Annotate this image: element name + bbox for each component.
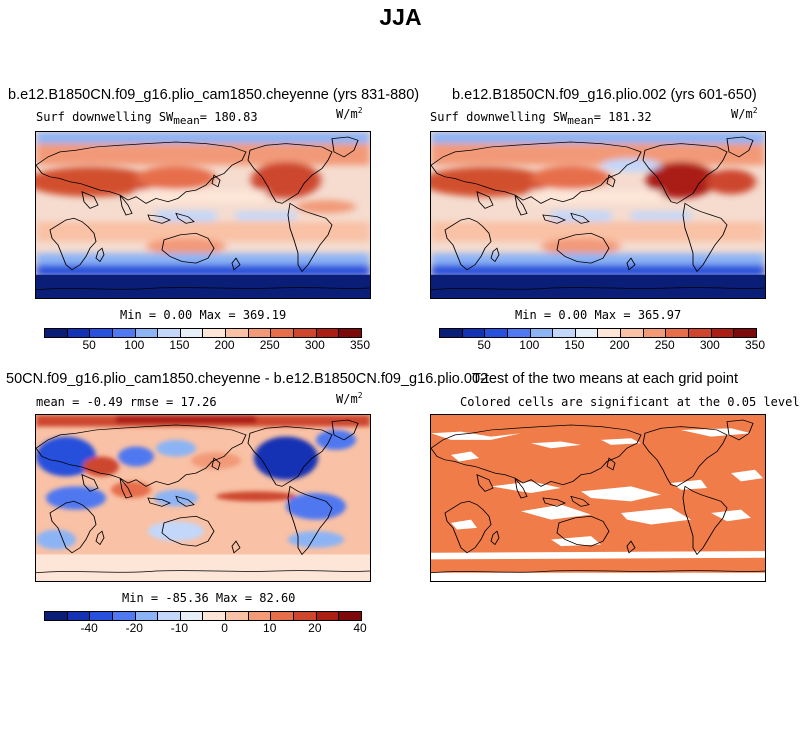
bottom-left-stats: mean = -0.49 rmse = 17.26 [36,395,217,409]
bottom-left-colorbar-swatch [112,612,136,620]
top-right-colorbar-swatch [530,329,554,337]
bottom-left-colorbar-tick-label: 10 [263,621,277,635]
bottom-left-colorbar-swatch [226,612,249,620]
top-right-colorbar-tick-label: 300 [699,338,720,352]
bottom-left-colorbar-swatch [339,612,361,620]
top-right-colorbar-swatch [507,329,531,337]
bottom-left-colorbar-ticks: -40 -20 -10 0 10 20 40 [44,621,366,637]
bottom-left-colorbar-swatch [67,612,91,620]
bottom-left-minmax: Min = -85.36 Max = 82.60 [122,591,296,605]
top-left-colorbar-tick-label: 150 [169,338,190,352]
top-left-colorbar-tick-label: 50 [82,338,96,352]
bottom-left-colorbar-swatch [203,612,227,620]
top-left-colorbar-tick-label: 200 [214,338,235,352]
top-left-colorbar-tick-label: 350 [349,338,371,352]
top-left-colorbar [44,328,362,338]
top-right-colorbar-swatch [485,329,508,337]
top-right-colorbar-swatch [643,329,667,337]
top-right-colorbar [439,328,757,338]
bottom-left-map [35,414,371,582]
top-left-minmax: Min = 0.00 Max = 369.19 [120,308,287,322]
top-left-map [35,131,371,299]
bottom-right-subtitle: Colored cells are significant at the 0.0… [460,395,800,409]
top-right-colorbar-swatch [598,329,622,337]
bottom-left-colorbar-swatch [135,612,159,620]
top-left-colorbar-tick-label: 300 [304,338,325,352]
top-right-field-label: Surf downwelling SWmean= 181.32 [430,110,652,127]
top-left-colorbar-tick-label: 100 [124,338,145,352]
top-left-colorbar-swatch [45,329,68,337]
top-left-colorbar-swatch [180,329,204,337]
top-right-colorbar-swatch [553,329,576,337]
top-left-colorbar-swatch [90,329,113,337]
top-right-colorbar-swatch [711,329,735,337]
bottom-left-colorbar-swatch [45,612,68,620]
top-left-panel-title: b.e12.B1850CN.f09_g16.plio_cam1850.cheye… [8,87,420,103]
bottom-left-colorbar-tick-label: 0 [221,621,228,635]
figure-title: JJA [379,4,422,30]
top-left-colorbar-swatch [67,329,91,337]
top-left-colorbar-swatch [271,329,295,337]
top-left-colorbar-swatch [203,329,227,337]
top-left-colorbar-tick-label: 250 [259,338,280,352]
bottom-left-colorbar-swatch [90,612,113,620]
top-right-colorbar-ticks: 50 100 150 200 250 300 350 [439,338,765,354]
top-right-map [430,131,766,299]
top-right-units: W/m2 [731,106,758,121]
top-right-colorbar-swatch [575,329,599,337]
top-right-colorbar-tick-label: 50 [477,338,491,352]
bottom-left-colorbar-tick-label: -20 [125,621,143,635]
bottom-right-map [430,414,766,582]
top-left-colorbar-swatch [339,329,361,337]
top-left-field-label: Surf downwelling SWmean= 180.83 [36,110,258,127]
bottom-left-colorbar-swatch [271,612,295,620]
top-left-colorbar-swatch [112,329,136,337]
bottom-left-colorbar-tick-label: -10 [170,621,189,635]
top-right-colorbar-swatch [440,329,463,337]
bottom-left-panel-title: 50CN.f09_g16.plio_cam1850.cheyenne - b.e… [6,371,489,387]
top-right-colorbar-swatch [621,329,644,337]
top-left-colorbar-swatch [158,329,181,337]
top-left-colorbar-ticks: 50 100 150 200 250 300 350 [44,338,370,354]
top-right-colorbar-swatch [734,329,756,337]
bottom-left-colorbar-swatch [180,612,204,620]
bottom-left-colorbar-swatch [158,612,181,620]
bottom-left-colorbar-tick-label: 20 [308,621,322,635]
top-left-colorbar-swatch [248,329,272,337]
top-left-colorbar-swatch [294,329,317,337]
top-left-units: W/m2 [336,106,363,121]
bottom-left-colorbar-swatch [316,612,340,620]
top-right-minmax: Min = 0.00 Max = 365.97 [515,308,682,322]
bottom-right-panel-title: T-test of the two means at each grid poi… [472,371,738,387]
top-right-colorbar-tick-label: 200 [609,338,630,352]
top-right-colorbar-tick-label: 150 [564,338,585,352]
top-right-colorbar-swatch [689,329,712,337]
top-right-colorbar-tick-label: 350 [744,338,766,352]
bottom-left-colorbar-swatch [248,612,272,620]
bottom-left-colorbar-tick-label: 40 [353,621,367,635]
top-left-colorbar-swatch [226,329,249,337]
bottom-left-colorbar [44,611,362,621]
top-left-colorbar-swatch [316,329,340,337]
top-right-panel-title: b.e12.B1850CN.f09_g16.plio.002 (yrs 601-… [452,87,757,103]
top-left-colorbar-swatch [135,329,159,337]
top-right-colorbar-swatch [666,329,690,337]
top-right-colorbar-swatch [462,329,486,337]
top-right-colorbar-tick-label: 250 [654,338,675,352]
top-right-colorbar-tick-label: 100 [519,338,540,352]
bottom-left-colorbar-tick-label: -40 [80,621,98,635]
bottom-left-colorbar-swatch [294,612,317,620]
bottom-left-units: W/m2 [336,391,363,406]
